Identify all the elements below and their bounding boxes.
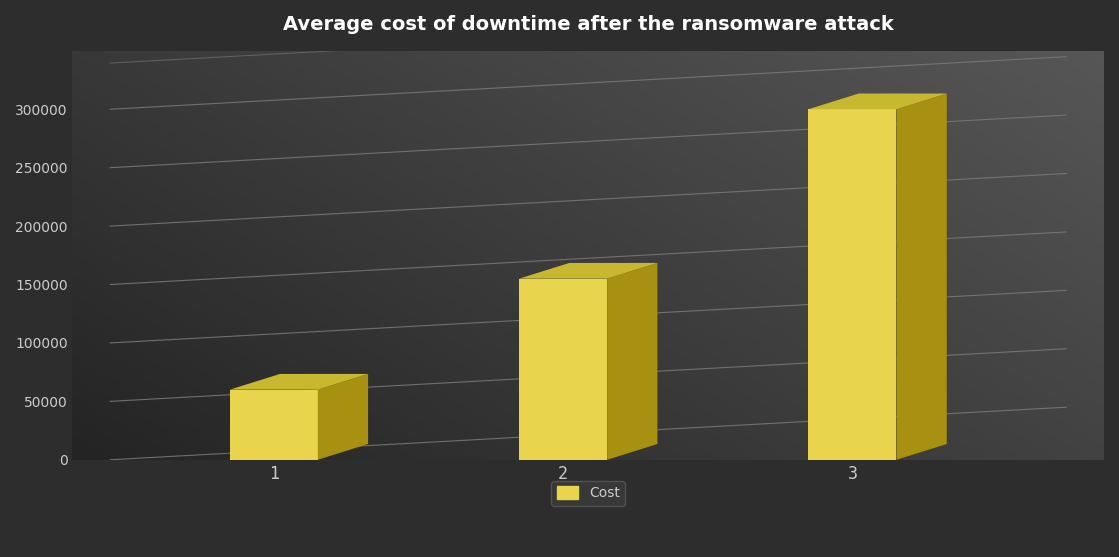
- Polygon shape: [608, 263, 658, 460]
- Polygon shape: [318, 374, 368, 460]
- Legend: Cost: Cost: [552, 481, 626, 506]
- Polygon shape: [808, 94, 947, 109]
- Polygon shape: [229, 374, 368, 390]
- Polygon shape: [896, 94, 947, 460]
- Polygon shape: [229, 390, 318, 460]
- Polygon shape: [808, 109, 896, 460]
- Polygon shape: [519, 263, 658, 278]
- Title: Average cost of downtime after the ransomware attack: Average cost of downtime after the ranso…: [283, 15, 894, 34]
- Polygon shape: [519, 278, 608, 460]
